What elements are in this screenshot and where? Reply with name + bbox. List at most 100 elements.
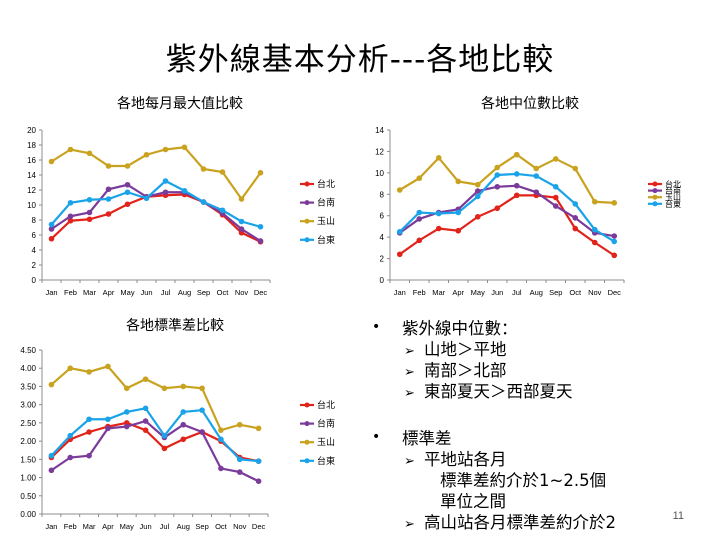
y-tick-label: 4.50 — [20, 346, 36, 355]
data-point-台東 — [255, 458, 262, 464]
data-point-台北 — [494, 205, 501, 212]
y-tick-label: 0 — [380, 276, 385, 285]
data-point-台北 — [572, 225, 579, 232]
legend-label: 玉山 — [317, 437, 335, 447]
data-point-台北 — [455, 227, 462, 234]
data-point-台東 — [435, 210, 442, 217]
sub-bullet: ➢ 高山站各月標準差約介於2 — [404, 512, 616, 535]
legend-marker — [304, 181, 310, 187]
series-line-台南 — [50, 183, 262, 242]
series-line-台北 — [399, 194, 615, 257]
data-point-台南 — [48, 467, 55, 474]
data-point-台南 — [105, 425, 111, 432]
data-point-台北 — [474, 213, 481, 220]
data-point-玉山 — [143, 151, 150, 158]
data-point-台東 — [572, 201, 579, 207]
sub-bullet: ➢ 平地站各月 — [404, 449, 507, 472]
data-point-台北 — [591, 239, 598, 246]
legend-label: 台北 — [317, 399, 335, 410]
data-point-台南 — [416, 216, 423, 222]
y-tick-label: 14 — [27, 171, 36, 180]
y-tick-label: 18 — [27, 141, 36, 150]
data-point-玉山 — [48, 381, 55, 388]
data-point-台南 — [86, 209, 93, 216]
x-tick-label: Jan — [45, 288, 57, 297]
data-point-玉山 — [199, 385, 205, 392]
y-tick-label: 8 — [380, 190, 385, 199]
data-point-台北 — [124, 201, 131, 208]
x-tick-label: Sep — [197, 288, 210, 297]
x-tick-label: Sep — [549, 288, 562, 297]
x-tick-label: Dec — [252, 522, 266, 531]
sub-bullet-text: 平地站各月 — [424, 450, 507, 469]
data-point-台東 — [105, 416, 111, 423]
data-point-台北 — [611, 252, 618, 259]
y-tick-label: 0 — [32, 276, 37, 285]
y-tick-label: 0.00 — [20, 510, 36, 519]
x-tick-label: Nov — [588, 288, 602, 297]
data-point-台東 — [552, 183, 559, 190]
data-point-台東 — [142, 405, 149, 412]
series-line-台北 — [50, 193, 261, 243]
data-point-台東 — [396, 228, 403, 235]
legend-label: 台南 — [317, 418, 335, 429]
data-point-玉山 — [105, 163, 112, 169]
y-tick-label: 14 — [375, 126, 384, 135]
y-tick-label: 2.50 — [20, 419, 36, 428]
x-tick-label: May — [471, 288, 485, 297]
data-point-玉山 — [67, 365, 74, 372]
y-tick-label: 4.00 — [20, 364, 36, 373]
bullet-1-title: 紫外線中位數： — [402, 319, 518, 338]
y-tick-label: 6 — [32, 231, 37, 240]
data-point-台南 — [86, 452, 92, 459]
data-point-台南 — [236, 469, 243, 475]
data-point-玉山 — [255, 425, 262, 432]
y-tick-label: 2.00 — [20, 437, 36, 446]
data-point-台東 — [455, 209, 462, 216]
sub-bullet: ➢ 東部夏天＞西部夏天 — [404, 381, 573, 404]
y-tick-label: 2 — [380, 255, 385, 264]
chart-title: 各地標準差比較 — [126, 317, 224, 333]
y-tick-label: 16 — [27, 156, 36, 165]
arrow-bullet-icon: ➢ — [404, 454, 415, 469]
data-point-台南 — [67, 454, 74, 461]
data-point-台東 — [86, 416, 92, 423]
data-point-台東 — [494, 172, 501, 178]
y-tick-label: 0.50 — [20, 492, 36, 501]
data-point-玉山 — [494, 164, 501, 171]
legend-marker — [304, 200, 310, 206]
y-tick-label: 4 — [32, 246, 37, 255]
data-point-玉山 — [142, 376, 149, 382]
sub-bullet: ➢ 山地＞平地 — [404, 339, 507, 362]
x-tick-label: Dec — [254, 288, 268, 297]
slide-title: 紫外線基本分析---各地比較 — [165, 42, 555, 78]
data-point-台東 — [123, 409, 130, 415]
x-tick-label: Aug — [178, 288, 191, 297]
series-line-台南 — [50, 419, 260, 483]
data-point-台北 — [86, 216, 93, 223]
sub-bullet-text: 南部＞北部 — [424, 361, 507, 380]
data-point-玉山 — [181, 144, 188, 151]
legend-label: 台南 — [317, 197, 335, 208]
sub-bullet-text: 東部夏天＞西部夏天 — [424, 382, 573, 401]
y-tick-label: 10 — [375, 169, 384, 178]
x-tick-label: Aug — [177, 522, 190, 531]
legend-marker — [304, 439, 310, 445]
data-point-台南 — [218, 465, 224, 472]
series-line-台東 — [50, 407, 259, 463]
data-point-台東 — [218, 436, 224, 443]
data-point-台北 — [416, 237, 423, 244]
data-point-玉山 — [86, 369, 92, 375]
data-point-台北 — [161, 445, 168, 452]
data-point-玉山 — [124, 163, 131, 169]
data-point-玉山 — [435, 155, 442, 161]
legend-label: 台北 — [317, 178, 335, 189]
series-line-玉山 — [50, 365, 259, 432]
data-point-台東 — [67, 432, 74, 439]
data-point-台北 — [67, 217, 74, 224]
data-point-台南 — [257, 238, 264, 244]
data-point-玉山 — [513, 151, 520, 158]
data-point-台東 — [199, 407, 205, 413]
data-point-台東 — [105, 196, 112, 202]
data-point-台南 — [67, 213, 74, 220]
